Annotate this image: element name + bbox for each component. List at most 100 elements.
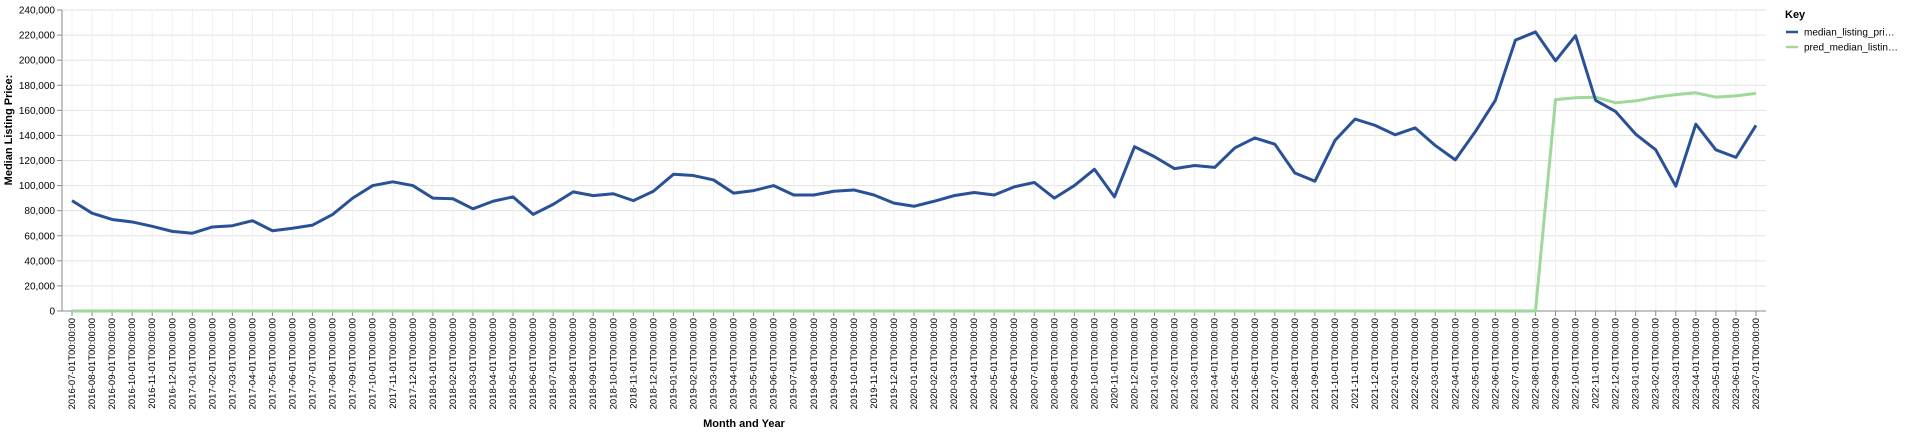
x-tick-label: 2017-07-01T00:00:00 [308,318,319,409]
x-tick-label: 2022-08-01T00:00:00 [1530,318,1541,409]
x-tick-label: 2023-02-01T00:00:00 [1651,318,1662,409]
y-tick-label: 120,000 [19,156,56,167]
x-tick-label: 2016-12-01T00:00:00 [167,318,178,409]
x-tick-label: 2021-06-01T00:00:00 [1250,318,1261,409]
x-tick-label: 2018-03-01T00:00:00 [468,318,479,409]
x-tick-label: 2019-04-01T00:00:00 [729,318,740,409]
x-tick-label: 2016-10-01T00:00:00 [127,318,138,409]
x-tick-label: 2019-03-01T00:00:00 [709,318,720,409]
x-tick-label: 2018-01-01T00:00:00 [428,318,439,409]
x-tick-label: 2019-12-01T00:00:00 [889,318,900,409]
y-tick-label: 140,000 [19,131,56,142]
x-tick-label: 2016-07-01T00:00:00 [67,318,78,409]
x-tick-label: 2021-02-01T00:00:00 [1170,318,1181,409]
x-tick-label: 2018-06-01T00:00:00 [528,318,539,409]
x-tick-label: 2020-12-01T00:00:00 [1130,318,1141,409]
x-tick-label: 2018-12-01T00:00:00 [648,318,659,409]
x-tick-label: 2017-05-01T00:00:00 [267,318,278,409]
y-tick-label: 160,000 [19,106,56,117]
x-tick-label: 2018-02-01T00:00:00 [448,318,459,409]
x-tick-label: 2020-08-01T00:00:00 [1049,318,1060,409]
x-tick-label: 2019-11-01T00:00:00 [869,318,880,409]
x-tick-label: 2020-05-01T00:00:00 [989,318,1000,409]
x-tick-label: 2018-09-01T00:00:00 [588,318,599,409]
x-tick-label: 2021-11-01T00:00:00 [1350,318,1361,409]
x-tick-label: 2017-02-01T00:00:00 [207,318,218,409]
x-tick-label: 2018-11-01T00:00:00 [628,318,639,409]
legend-label: median_listing_pri… [1804,28,1895,39]
y-tick-label: 0 [49,307,55,318]
x-tick-label: 2021-07-01T00:00:00 [1270,318,1281,409]
x-tick-label: 2019-02-01T00:00:00 [688,318,699,409]
x-tick-label: 2020-09-01T00:00:00 [1069,318,1080,409]
series-line [71,30,1758,235]
x-tick-label: 2021-05-01T00:00:00 [1230,318,1241,409]
y-tick-label: 200,000 [19,56,56,67]
x-tick-label: 2017-08-01T00:00:00 [328,318,339,409]
x-tick-label: 2017-04-01T00:00:00 [247,318,258,409]
x-tick-label: 2019-05-01T00:00:00 [749,318,760,409]
x-tick-label: 2017-12-01T00:00:00 [408,318,419,409]
x-tick-label: 2019-06-01T00:00:00 [769,318,780,409]
x-tick-label: 2022-07-01T00:00:00 [1510,318,1521,409]
x-tick-label: 2022-09-01T00:00:00 [1551,318,1562,409]
x-tick-label: 2020-10-01T00:00:00 [1089,318,1100,409]
x-tick-label: 2020-06-01T00:00:00 [1009,318,1020,409]
legend-title: Key [1785,9,1806,21]
x-tick-label: 2020-01-01T00:00:00 [909,318,920,409]
x-tick-label: 2022-05-01T00:00:00 [1470,318,1481,409]
x-tick-label: 2022-03-01T00:00:00 [1430,318,1441,409]
x-tick-label: 2022-11-01T00:00:00 [1591,318,1602,409]
x-tick-label: 2023-05-01T00:00:00 [1711,318,1722,409]
x-tick-label: 2021-08-01T00:00:00 [1290,318,1301,409]
x-tick-label: 2016-11-01T00:00:00 [147,318,158,409]
x-tick-label: 2020-02-01T00:00:00 [929,318,940,409]
y-tick-label: 240,000 [19,6,56,17]
x-tick-label: 2017-09-01T00:00:00 [348,318,359,409]
y-tick-label: 180,000 [19,81,56,92]
x-tick-label: 2023-07-01T00:00:00 [1751,318,1762,409]
x-tick-label: 2021-09-01T00:00:00 [1310,318,1321,409]
x-tick-label: 2020-11-01T00:00:00 [1109,318,1120,409]
x-tick-label: 2017-01-01T00:00:00 [187,318,198,409]
x-tick-label: 2023-04-01T00:00:00 [1691,318,1702,409]
x-tick-label: 2022-02-01T00:00:00 [1410,318,1421,409]
x-tick-label: 2021-01-01T00:00:00 [1150,318,1161,409]
x-tick-label: 2022-04-01T00:00:00 [1450,318,1461,409]
x-tick-label: 2020-07-01T00:00:00 [1029,318,1040,409]
y-tick-label: 20,000 [24,281,55,292]
x-tick-label: 2021-10-01T00:00:00 [1330,318,1341,409]
x-tick-label: 2021-03-01T00:00:00 [1190,318,1201,409]
x-tick-label: 2017-06-01T00:00:00 [288,318,299,409]
series-line [72,91,1757,313]
x-tick-label: 2023-06-01T00:00:00 [1731,318,1742,409]
x-tick-label: 2019-07-01T00:00:00 [789,318,800,409]
y-axis-title: Median Listing Price: [3,75,15,186]
x-tick-label: 2022-01-01T00:00:00 [1390,318,1401,409]
x-tick-label: 2017-10-01T00:00:00 [368,318,379,409]
x-tick-label: 2022-12-01T00:00:00 [1611,318,1622,409]
x-tick-label: 2022-06-01T00:00:00 [1490,318,1501,409]
x-tick-label: 2019-01-01T00:00:00 [668,318,679,409]
y-tick-label: 40,000 [24,256,55,267]
x-tick-label: 2016-08-01T00:00:00 [87,318,98,409]
x-tick-label: 2019-10-01T00:00:00 [849,318,860,409]
x-tick-label: 2020-03-01T00:00:00 [949,318,960,409]
x-axis-title: Month and Year [703,418,785,430]
x-tick-label: 2019-08-01T00:00:00 [809,318,820,409]
y-tick-label: 220,000 [19,31,56,42]
x-tick-label: 2021-12-01T00:00:00 [1370,318,1381,409]
x-tick-label: 2018-07-01T00:00:00 [548,318,559,409]
x-tick-label: 2017-03-01T00:00:00 [227,318,238,409]
y-tick-label: 80,000 [24,206,55,217]
x-tick-label: 2016-09-01T00:00:00 [107,318,118,409]
x-tick-label: 2023-01-01T00:00:00 [1631,318,1642,409]
x-tick-label: 2018-08-01T00:00:00 [568,318,579,409]
y-tick-label: 100,000 [19,181,56,192]
legend-label: pred_median_listin… [1804,43,1898,54]
x-tick-label: 2019-09-01T00:00:00 [829,318,840,409]
x-tick-label: 2023-03-01T00:00:00 [1671,318,1682,409]
x-tick-label: 2018-05-01T00:00:00 [508,318,519,409]
